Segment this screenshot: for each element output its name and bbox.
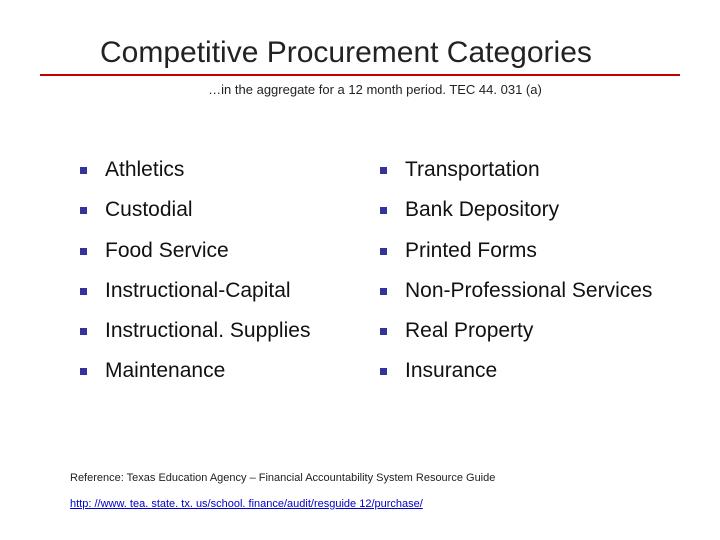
list-item-label: Instructional. Supplies xyxy=(105,318,310,344)
reference-text: Reference: Texas Education Agency – Fina… xyxy=(70,472,495,484)
list-item: Real Property xyxy=(380,318,660,344)
list-item: Athletics xyxy=(80,157,360,183)
slide-subtitle: …in the aggregate for a 12 month period.… xyxy=(70,82,680,97)
square-bullet-icon xyxy=(380,167,387,174)
list-item-label: Food Service xyxy=(105,238,229,264)
square-bullet-icon xyxy=(380,328,387,335)
list-item-label: Maintenance xyxy=(105,358,225,384)
square-bullet-icon xyxy=(80,328,87,335)
square-bullet-icon xyxy=(380,207,387,214)
list-item-label: Transportation xyxy=(405,157,540,183)
list-item: Custodial xyxy=(80,197,360,223)
list-item-label: Athletics xyxy=(105,157,184,183)
slide-title: Competitive Procurement Categories xyxy=(100,36,680,70)
list-item: Transportation xyxy=(380,157,660,183)
list-item-label: Non-Professional Services xyxy=(405,278,652,304)
square-bullet-icon xyxy=(80,368,87,375)
square-bullet-icon xyxy=(380,248,387,255)
list-item: Printed Forms xyxy=(380,238,660,264)
square-bullet-icon xyxy=(380,288,387,295)
square-bullet-icon xyxy=(80,167,87,174)
list-item: Food Service xyxy=(80,238,360,264)
left-column: Athletics Custodial Food Service Instruc… xyxy=(80,157,360,399)
list-item: Non-Professional Services xyxy=(380,278,660,304)
right-column: Transportation Bank Depository Printed F… xyxy=(380,157,660,399)
list-item: Maintenance xyxy=(80,358,360,384)
list-item-label: Custodial xyxy=(105,197,193,223)
list-item: Instructional. Supplies xyxy=(80,318,360,344)
list-item-label: Bank Depository xyxy=(405,197,559,223)
title-underline xyxy=(40,74,680,76)
list-item: Instructional-Capital xyxy=(80,278,360,304)
list-item: Bank Depository xyxy=(380,197,660,223)
square-bullet-icon xyxy=(80,248,87,255)
square-bullet-icon xyxy=(80,288,87,295)
square-bullet-icon xyxy=(80,207,87,214)
square-bullet-icon xyxy=(380,368,387,375)
list-item-label: Real Property xyxy=(405,318,533,344)
content-columns: Athletics Custodial Food Service Instruc… xyxy=(40,157,680,399)
list-item-label: Printed Forms xyxy=(405,238,537,264)
list-item-label: Instructional-Capital xyxy=(105,278,291,304)
list-item: Insurance xyxy=(380,358,660,384)
list-item-label: Insurance xyxy=(405,358,497,384)
reference-link[interactable]: http: //www. tea. state. tx. us/school. … xyxy=(70,498,423,510)
